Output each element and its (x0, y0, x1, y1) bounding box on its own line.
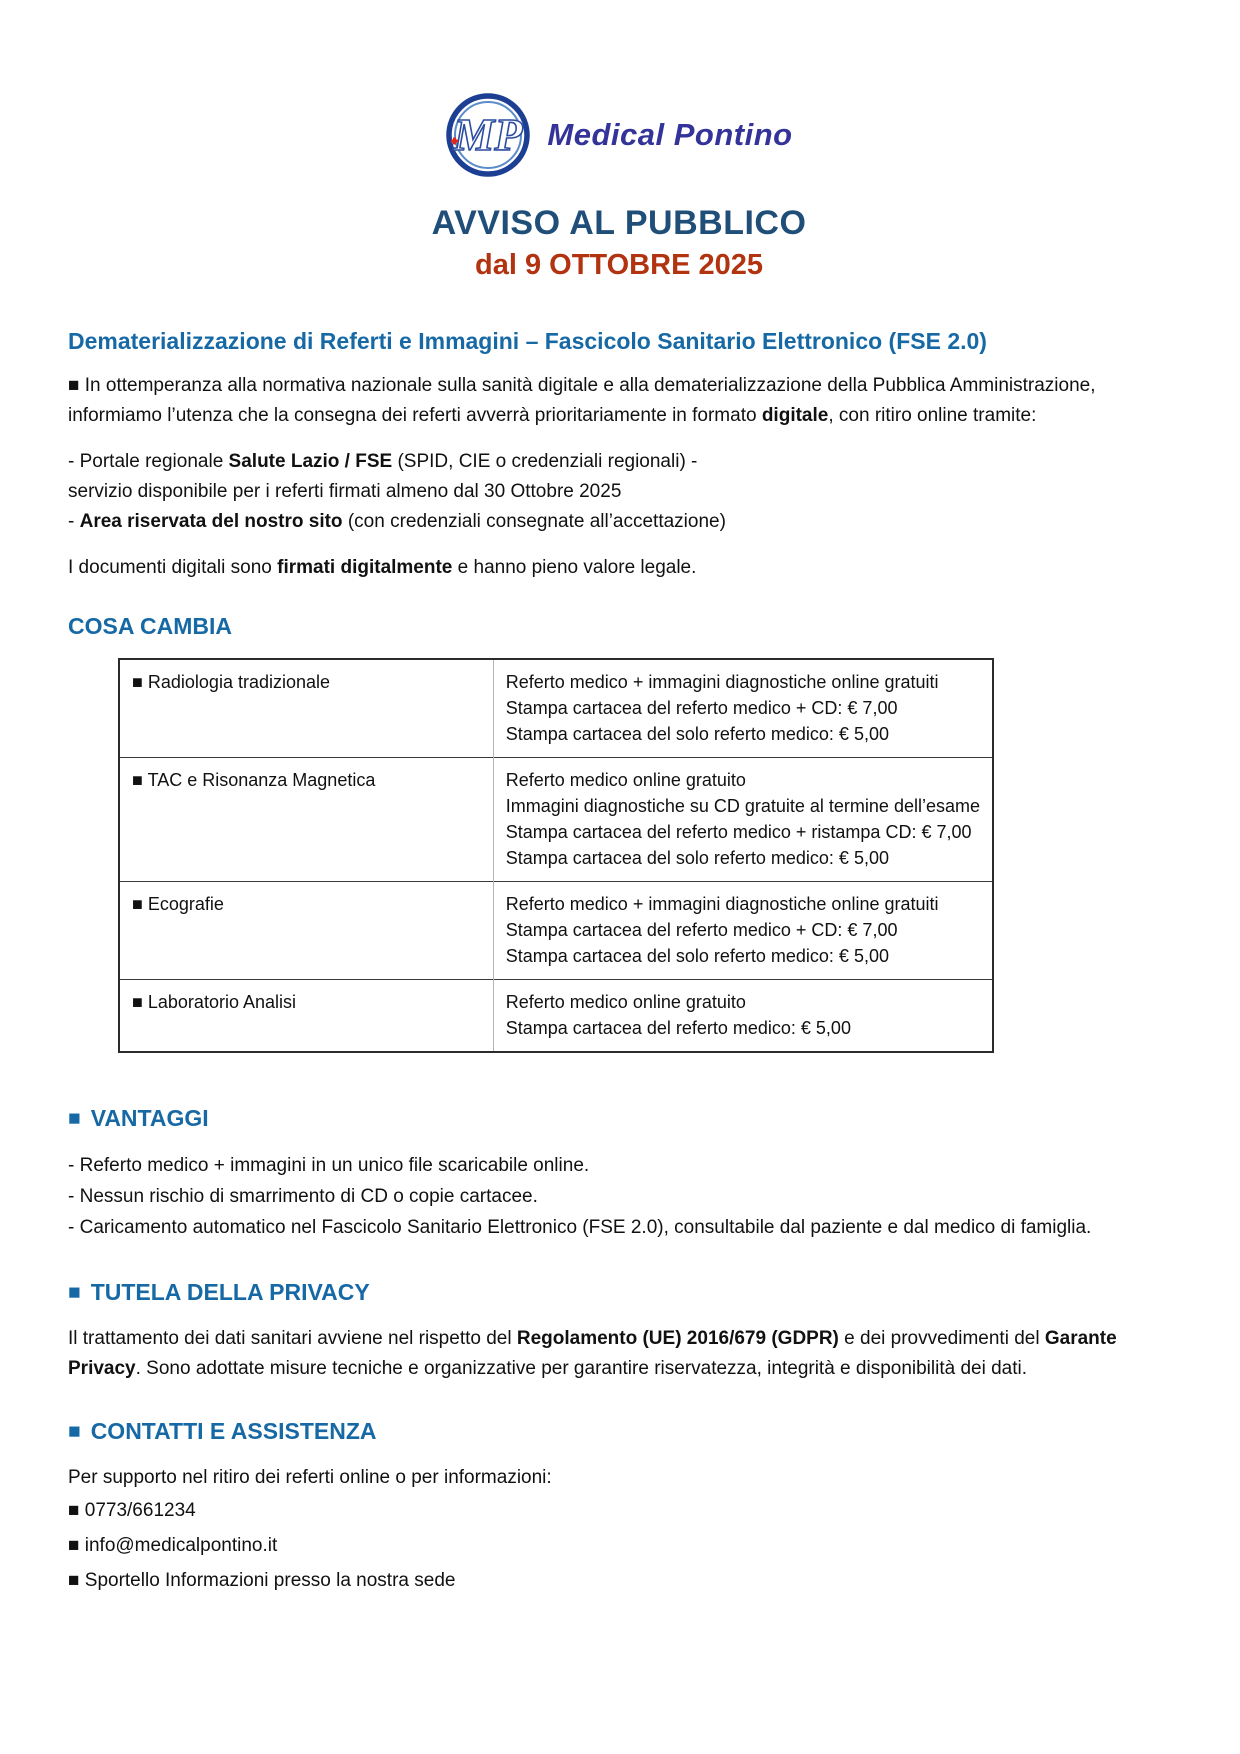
square-bullet-icon: ■ (68, 375, 80, 396)
section-square-icon: ■ (68, 1107, 81, 1130)
contact-phone: 0773/661234 (84, 1500, 196, 1521)
square-bullet-icon: ■ (68, 1500, 80, 1521)
category-cell: ■ Radiologia tradizionale (119, 659, 493, 758)
desc-line: Referto medico + immagini diagnostiche o… (505, 894, 939, 914)
privacy-heading-label: TUTELA DELLA PRIVACY (90, 1279, 370, 1305)
channel-text-2: (SPID, CIE o credenziali regionali) - (392, 451, 698, 472)
table-row: ■ Ecografie Referto medico + immagini di… (119, 881, 993, 980)
table-row: ■ Radiologia tradizionale Referto medico… (119, 659, 993, 758)
channel-item-area-riservata: - Area riservata del nostro sito (con cr… (68, 507, 1170, 537)
section-square-icon: ■ (68, 1281, 81, 1304)
vantaggi-heading: ■ VANTAGGI (68, 1105, 1170, 1132)
privacy-section: ■ TUTELA DELLA PRIVACY Il trattamento de… (68, 1279, 1170, 1384)
description-cell: Referto medico + immagini diagnostiche o… (492, 881, 993, 980)
desc-line: Referto medico online gratuito (505, 770, 746, 790)
desc-line: Referto medico online gratuito (505, 992, 746, 1012)
channel-list: - Portale regionale Salute Lazio / FSE (… (68, 447, 1170, 537)
vantaggi-section: ■ VANTAGGI - Referto medico + immagini i… (68, 1105, 1170, 1243)
description-cell: Referto medico online gratuito Stampa ca… (492, 979, 993, 1052)
contatti-intro: Per supporto nel ritiro dei referti onli… (68, 1467, 552, 1488)
brand-name: Medical Pontino (547, 117, 793, 152)
desc-line: Stampa cartacea del referto medico + ris… (505, 822, 972, 842)
privacy-paragraph: Il trattamento dei dati sanitari avviene… (68, 1324, 1170, 1384)
intro-text-1: In ottemperanza alla normativa nazionale… (68, 375, 1096, 426)
channel-item-portale: - Portale regionale Salute Lazio / FSE (… (68, 447, 1170, 477)
channel-dash: - (68, 511, 80, 532)
vantaggi-list: - Referto medico + immagini in un unico … (68, 1150, 1170, 1243)
vantaggi-heading-label: VANTAGGI (90, 1105, 209, 1131)
intro-heading: Dematerializzazione di Referti e Immagin… (68, 328, 987, 354)
legal-value-paragraph: I documenti digitali sono firmati digita… (68, 553, 1170, 583)
desc-line: Stampa cartacea del referto medico + CD:… (505, 920, 898, 940)
section-square-icon: ■ (68, 1420, 81, 1443)
category-cell: ■ TAC e Risonanza Magnetica (119, 757, 494, 882)
square-bullet-icon: ■ (132, 672, 143, 692)
desc-line: Stampa cartacea del solo referto medico:… (505, 724, 889, 744)
desc-line: Referto medico + immagini diagnostiche o… (505, 672, 939, 692)
list-item: - Referto medico + immagini in un unico … (68, 1155, 590, 1176)
contact-item-desk: ■ Sportello Informazioni presso la nostr… (68, 1563, 1170, 1598)
category-label: Radiologia tradizionale (147, 672, 331, 692)
legal-text-2: e hanno pieno valore legale. (452, 557, 697, 578)
category-label: Ecografie (147, 894, 224, 914)
contact-email: info@medicalpontino.it (84, 1535, 278, 1556)
intro-text-2: , con ritiro online tramite: (828, 405, 1037, 426)
privacy-bold-gdpr: Regolamento (UE) 2016/679 (GDPR) (516, 1328, 839, 1349)
description-cell: Referto medico online gratuito Immagini … (492, 757, 993, 882)
privacy-text-2: e dei provvedimenti del (838, 1328, 1045, 1349)
desc-line: Stampa cartacea del referto medico: € 5,… (505, 1018, 851, 1038)
contact-item-email: ■ info@medicalpontino.it (68, 1528, 1170, 1563)
square-bullet-icon: ■ (132, 770, 143, 790)
legal-text-1: I documenti digitali sono (68, 557, 278, 578)
page-title: AVVISO AL PUBBLICO (431, 204, 807, 242)
table-row: ■ TAC e Risonanza Magnetica Referto medi… (119, 757, 993, 882)
category-cell: ■ Laboratorio Analisi (119, 979, 494, 1052)
logo-monogram: MP (453, 109, 524, 160)
contatti-heading-label: CONTATTI E ASSISTENZA (90, 1418, 377, 1444)
price-table: ■ Radiologia tradizionale Referto medico… (118, 658, 994, 1053)
desc-line: Stampa cartacea del solo referto medico:… (505, 848, 889, 868)
channel-item-disponibilita: servizio disponibile per i referti firma… (68, 481, 622, 502)
channel-bold-salute-lazio: Salute Lazio / FSE (228, 451, 393, 472)
table-row: ■ Laboratorio Analisi Referto medico onl… (119, 979, 993, 1052)
privacy-text-3: . Sono adottate misure tecniche e organi… (135, 1358, 1028, 1379)
medical-pontino-logo-icon: MP (446, 93, 531, 177)
legal-bold-firmati: firmati digitalmente (277, 557, 453, 578)
category-label: Laboratorio Analisi (147, 992, 296, 1012)
privacy-heading: ■ TUTELA DELLA PRIVACY (68, 1279, 1170, 1306)
page-date: dal 9 OTTOBRE 2025 (475, 249, 763, 281)
privacy-bold-garante: Garante Privacy (68, 1328, 1117, 1379)
logo-cross-icon (451, 137, 459, 145)
category-cell: ■ Ecografie (119, 881, 494, 980)
contatti-heading: ■ CONTATTI E ASSISTENZA (68, 1418, 1170, 1445)
intro-paragraph: ■ In ottemperanza alla normativa naziona… (68, 371, 1170, 431)
cosa-cambia-heading: COSA CAMBIA (68, 613, 232, 639)
contact-desk: Sportello Informazioni presso la nostra … (84, 1570, 456, 1591)
square-bullet-icon: ■ (68, 1535, 80, 1556)
desc-line: Stampa cartacea del solo referto medico:… (505, 946, 889, 966)
channel-bold-area-riservata: Area riservata del nostro sito (79, 511, 343, 532)
privacy-text-1: Il trattamento dei dati sanitari avviene… (68, 1328, 517, 1349)
contact-item-phone: ■ 0773/661234 (68, 1493, 1170, 1528)
desc-line: Stampa cartacea del referto medico + CD:… (505, 698, 898, 718)
list-item: - Nessun rischio di smarrimento di CD o … (68, 1186, 538, 1207)
channel-text: - Portale regionale (68, 451, 229, 472)
desc-line: Immagini diagnostiche su CD gratuite al … (505, 796, 980, 816)
channel-text-3: (con credenziali consegnate all’accettaz… (342, 511, 726, 532)
contatti-section: ■ CONTATTI E ASSISTENZA Per supporto nel… (68, 1418, 1170, 1598)
square-bullet-icon: ■ (68, 1570, 80, 1591)
square-bullet-icon: ■ (132, 894, 143, 914)
brand-header: MP Medical Pontino (68, 92, 1170, 178)
description-cell: Referto medico + immagini diagnostiche o… (492, 659, 993, 758)
category-label: TAC e Risonanza Magnetica (147, 770, 376, 790)
square-bullet-icon: ■ (132, 992, 143, 1012)
list-item: - Caricamento automatico nel Fascicolo S… (68, 1217, 1092, 1238)
intro-bold-digitale: digitale (761, 405, 829, 426)
